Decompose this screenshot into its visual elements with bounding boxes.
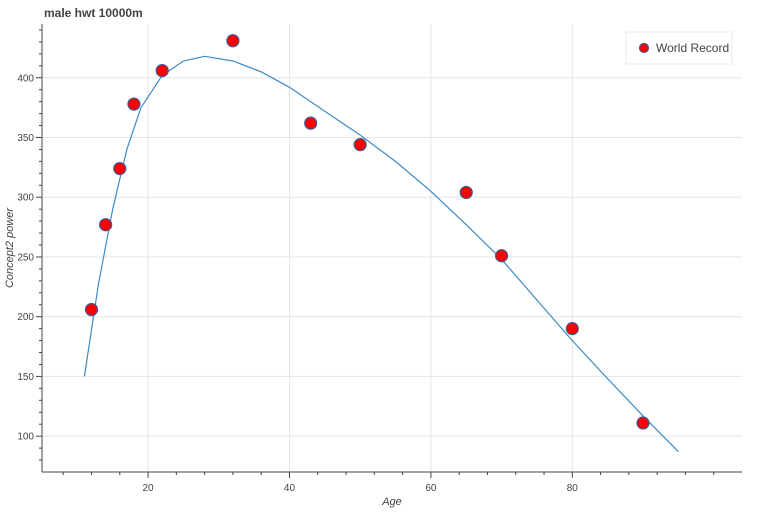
data-point <box>99 218 113 232</box>
series-layer <box>83 34 679 453</box>
legend: World Record <box>625 31 733 65</box>
data-point <box>459 185 473 200</box>
x-tick-label: 20 <box>142 483 154 494</box>
y-tick-label: 150 <box>17 372 34 383</box>
axes <box>41 24 742 473</box>
x-axis-label: Age <box>381 496 402 508</box>
ticks: 20 40 60 80 100 150 200 250 300 350 400 <box>17 29 715 494</box>
grid <box>42 24 742 472</box>
data-point <box>494 249 509 263</box>
x-tick-label: 60 <box>425 483 437 494</box>
data-point <box>84 302 99 317</box>
y-tick-label: 250 <box>17 252 34 263</box>
x-tick-label: 40 <box>284 483 296 494</box>
data-point <box>127 97 141 111</box>
chart-title: male hwt 10000m <box>44 6 143 20</box>
y-axis-label: Concept2 power <box>4 207 16 288</box>
y-tick-label: 350 <box>17 133 34 144</box>
data-point <box>304 116 318 130</box>
y-tick-label: 100 <box>17 432 34 443</box>
data-point <box>565 322 579 336</box>
data-point <box>155 63 169 78</box>
x-tick-label: 80 <box>567 483 579 494</box>
fit-curve-line <box>83 55 679 453</box>
legend-marker <box>638 42 650 54</box>
data-point <box>226 34 240 48</box>
y-tick-label: 300 <box>17 193 34 204</box>
data-point <box>113 161 127 176</box>
data-point <box>636 416 650 430</box>
data-point <box>353 138 367 152</box>
legend-label: World Record <box>656 41 729 55</box>
y-tick-label: 400 <box>17 73 34 84</box>
y-tick-label: 200 <box>17 312 34 323</box>
